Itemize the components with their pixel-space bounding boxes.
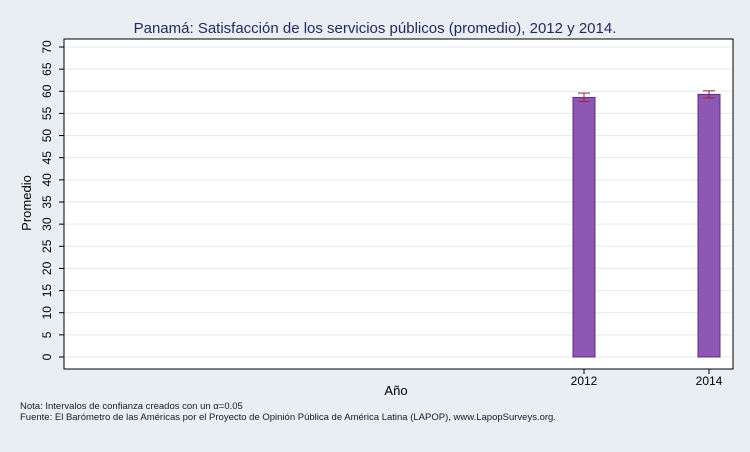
y-tick-label: 60 [40, 84, 54, 98]
y-tick-label: 20 [40, 261, 54, 275]
y-tick-label: 15 [40, 284, 54, 298]
source-note: Fuente: El Barómetro de las Américas por… [20, 412, 556, 423]
y-tick-label: 35 [40, 195, 54, 209]
x-tick-label: 2012 [571, 374, 598, 388]
bars [572, 90, 721, 358]
y-tick-label: 40 [40, 173, 54, 187]
y-tick-label: 55 [40, 106, 54, 120]
x-tick-label: 2014 [696, 374, 723, 388]
y-tick-label: 25 [40, 239, 54, 253]
y-tick-label: 0 [40, 353, 54, 360]
y-tick-label: 65 [40, 62, 54, 76]
x-axis: 2012 2014 [571, 369, 723, 388]
y-tick-label: 45 [40, 151, 54, 165]
chart-title: Panamá: Satisfacción de los servicios pú… [134, 20, 617, 37]
bar-2012 [572, 96, 596, 358]
confidence-note: Nota: Intervalos de confianza creados co… [20, 401, 243, 412]
y-tick-label: 30 [40, 217, 54, 231]
plot-area [63, 38, 734, 370]
y-tick-label: 70 [40, 40, 54, 54]
y-tick-label: 5 [40, 331, 54, 338]
y-tick-label: 50 [40, 129, 54, 143]
bar-2014 [697, 93, 721, 358]
y-axis-label: Promedio [19, 175, 34, 231]
gridlines [65, 46, 732, 358]
x-axis-label: Año [384, 383, 407, 398]
y-axis: 0 5 10 15 20 25 30 35 40 45 50 55 60 65 70 [40, 40, 64, 360]
y-tick-label: 10 [40, 306, 54, 320]
